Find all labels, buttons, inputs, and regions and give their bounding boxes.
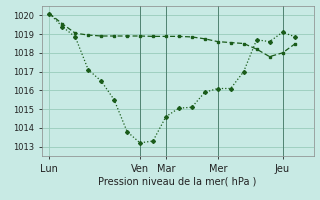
X-axis label: Pression niveau de la mer( hPa ): Pression niveau de la mer( hPa ) — [99, 176, 257, 186]
